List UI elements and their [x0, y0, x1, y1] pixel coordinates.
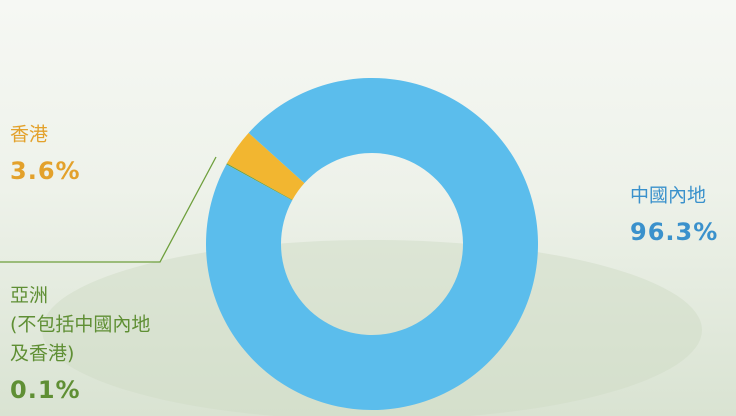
category-label: 香港	[10, 124, 48, 146]
leader-line	[0, 156, 217, 263]
value-label: 0.1%	[10, 376, 81, 404]
donut-slice	[226, 163, 293, 201]
category-label: 中國內地	[630, 185, 706, 207]
category-label: 亞洲	[10, 285, 48, 307]
category-label: (不包括中國內地	[10, 314, 150, 336]
donut-slice	[226, 132, 305, 200]
value-label: 3.6%	[10, 157, 81, 185]
value-label: 96.3%	[630, 218, 718, 246]
background-wash	[42, 240, 702, 416]
category-label: 及香港)	[10, 343, 74, 365]
donut-slice	[206, 77, 538, 410]
